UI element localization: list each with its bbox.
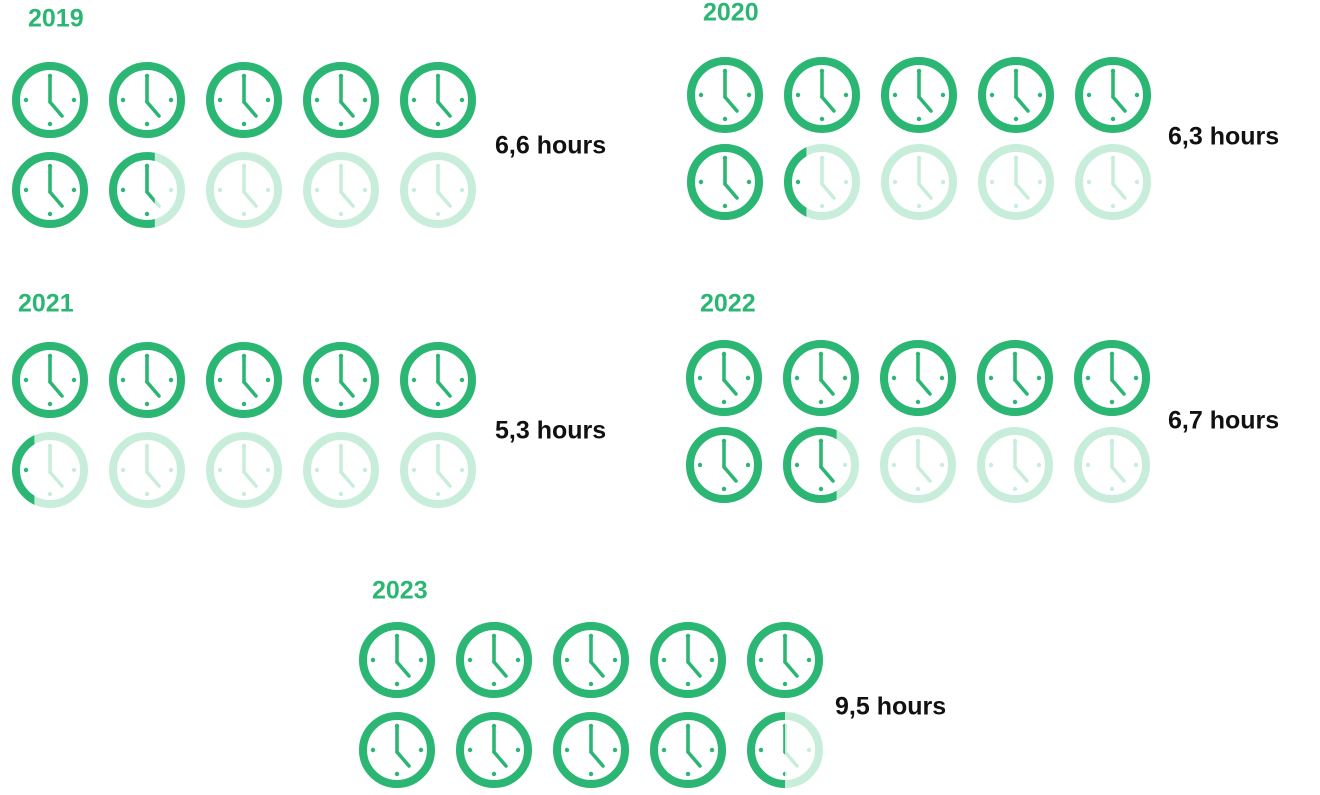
panel-title: 2023 xyxy=(372,577,428,605)
value-label: 6,7 hours xyxy=(1168,407,1279,435)
clock-icon xyxy=(1075,57,1151,133)
clock-icon xyxy=(206,432,282,508)
clock-icon xyxy=(303,342,379,418)
clock-icon xyxy=(978,144,1054,220)
clock-icon xyxy=(1075,144,1151,220)
clock-icon xyxy=(359,622,435,698)
panel-title: 2019 xyxy=(28,5,84,33)
clock-icon xyxy=(1074,427,1150,503)
value-label: 9,5 hours xyxy=(835,693,946,721)
clock-icon xyxy=(881,144,957,220)
clock-icon xyxy=(977,340,1053,416)
clock-icon xyxy=(880,340,956,416)
clock-icon xyxy=(783,340,859,416)
clock-icon xyxy=(1074,340,1150,416)
clock-icon xyxy=(686,427,762,503)
clock-icon xyxy=(784,57,860,133)
clock-icon xyxy=(747,622,823,698)
clock-icon xyxy=(650,622,726,698)
clock-icon xyxy=(687,144,763,220)
clock-icon xyxy=(687,57,763,133)
panel-title: 2020 xyxy=(703,0,759,27)
value-label: 5,3 hours xyxy=(495,417,606,445)
clock-icon xyxy=(400,342,476,418)
clock-icon xyxy=(747,712,823,788)
clock-icon xyxy=(400,432,476,508)
panel-title: 2022 xyxy=(700,290,756,318)
clock-icon xyxy=(783,427,859,503)
clock-icon xyxy=(359,712,435,788)
panel-title: 2021 xyxy=(18,290,74,318)
clock-icon xyxy=(881,57,957,133)
clock-icon xyxy=(303,432,379,508)
clock-icon xyxy=(400,152,476,228)
clock-icon xyxy=(12,62,88,138)
clock-icon xyxy=(12,342,88,418)
clock-icon xyxy=(303,62,379,138)
clock-icon xyxy=(109,342,185,418)
clock-icon xyxy=(456,712,532,788)
clock-icon xyxy=(553,622,629,698)
clock-icon xyxy=(109,152,185,228)
clock-icon xyxy=(303,152,379,228)
clock-icon xyxy=(978,57,1054,133)
clock-icon xyxy=(400,62,476,138)
clock-icon xyxy=(109,432,185,508)
clock-icon xyxy=(456,622,532,698)
clock-icon xyxy=(784,144,860,220)
clock-icon xyxy=(109,62,185,138)
clock-icon xyxy=(206,342,282,418)
value-label: 6,3 hours xyxy=(1168,123,1279,151)
clock-icon xyxy=(553,712,629,788)
clock-icon xyxy=(650,712,726,788)
clock-icon xyxy=(206,152,282,228)
clock-icon xyxy=(977,427,1053,503)
clock-icon xyxy=(206,62,282,138)
clock-icon xyxy=(686,340,762,416)
value-label: 6,6 hours xyxy=(495,132,606,160)
clock-icon xyxy=(12,432,88,508)
clock-icon xyxy=(12,152,88,228)
clock-icon xyxy=(880,427,956,503)
